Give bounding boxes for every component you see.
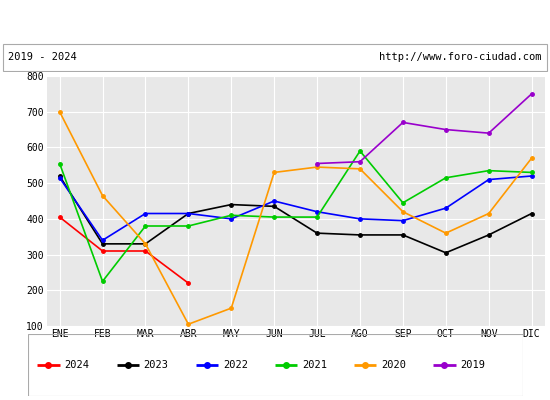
Text: 2019: 2019 (460, 360, 486, 370)
Text: 2020: 2020 (381, 360, 406, 370)
Text: 2023: 2023 (144, 360, 169, 370)
Text: 2022: 2022 (223, 360, 248, 370)
Text: 2021: 2021 (302, 360, 327, 370)
Text: 2019 - 2024: 2019 - 2024 (8, 52, 77, 62)
Text: http://www.foro-ciudad.com: http://www.foro-ciudad.com (379, 52, 542, 62)
Text: 2024: 2024 (64, 360, 90, 370)
Text: Evolucion Nº Turistas Nacionales en el municipio de la Pobla Llarga: Evolucion Nº Turistas Nacionales en el m… (0, 14, 550, 28)
